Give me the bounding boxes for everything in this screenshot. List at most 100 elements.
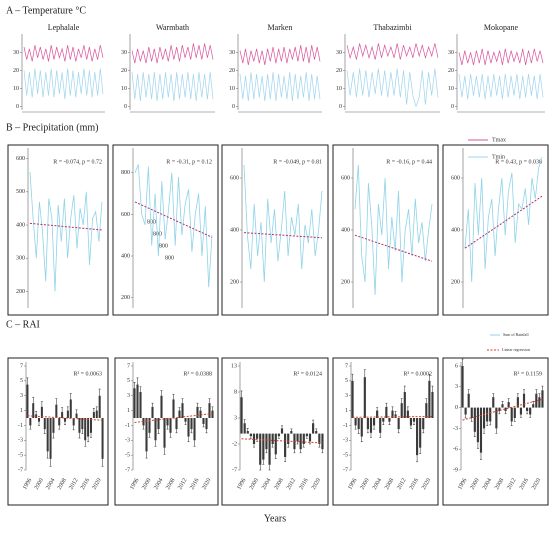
y-tick-label: 20 — [336, 68, 342, 74]
bar — [249, 433, 252, 437]
bar — [473, 407, 476, 432]
x-tick-label: 2012 — [286, 477, 297, 490]
y-tick-label: 20 — [121, 68, 127, 74]
data-line — [134, 164, 213, 288]
bar — [372, 418, 376, 426]
bar — [529, 407, 532, 415]
y-tick-label: -5 — [18, 453, 23, 459]
bar — [43, 418, 46, 430]
annotation: R = -0.074, p = 0.72 — [53, 159, 102, 165]
section-label: B – Precipitation (mm) — [6, 122, 99, 133]
bar — [133, 388, 136, 418]
bar — [403, 392, 406, 418]
bar — [32, 403, 35, 418]
bar — [467, 393, 470, 408]
bar — [199, 410, 202, 418]
y-tick-label: 0 — [232, 104, 235, 110]
y-tick-label: 7 — [127, 363, 130, 369]
trend-line — [29, 222, 103, 231]
bar — [382, 418, 385, 422]
y-tick-label: 30 — [229, 50, 235, 56]
y-tick-label: -5 — [125, 453, 130, 459]
y-tick-label: 600 — [121, 212, 130, 218]
x-tick-label: 2012 — [506, 477, 517, 490]
y-tick-label: 600 — [16, 156, 25, 162]
bar — [187, 418, 190, 437]
bar — [169, 418, 172, 433]
bar — [366, 418, 369, 430]
bar — [492, 397, 495, 408]
bar — [92, 412, 95, 418]
y-tick-label: -1 — [18, 423, 23, 429]
bar — [139, 392, 142, 418]
bar — [190, 418, 193, 430]
bar — [81, 418, 84, 430]
bar — [428, 380, 431, 418]
y-tick-label: -7 — [18, 467, 23, 473]
y-tick-label: 500 — [16, 189, 25, 195]
bar — [482, 407, 486, 429]
y-tick-label: 600 — [451, 175, 460, 181]
annotation: R² = 0.0388 — [183, 371, 212, 377]
y-tick-label: 200 — [230, 279, 239, 285]
trend-line — [241, 438, 323, 444]
x-tick-label: 2012 — [68, 477, 79, 490]
y-tick-label: 13 — [231, 363, 237, 369]
panel-title: Marken — [268, 23, 293, 32]
panel-frame — [7, 144, 109, 316]
x-tick-label: 2004 — [45, 477, 56, 490]
bar — [412, 418, 416, 422]
bar — [211, 410, 214, 418]
bar — [246, 431, 249, 434]
y-tick-label: 3 — [20, 393, 23, 399]
bar — [163, 418, 166, 448]
bar — [55, 404, 58, 418]
trend-line — [243, 232, 323, 239]
bar — [498, 407, 501, 412]
y-tick-label: 200 — [121, 295, 130, 301]
bar — [318, 433, 321, 444]
annotation: R² = 0.0124 — [293, 371, 322, 377]
note: 800 — [159, 243, 168, 249]
y-tick-label: -6 — [453, 447, 458, 453]
data-line — [243, 164, 323, 283]
data-line — [23, 68, 104, 100]
x-tick-label: 2000 — [34, 477, 45, 490]
y-tick-label: 10 — [336, 86, 342, 92]
bar — [262, 433, 265, 460]
bar — [357, 418, 360, 430]
annotation: R² = 0.0063 — [73, 371, 102, 377]
bar — [89, 418, 93, 433]
trend-line — [352, 416, 433, 418]
panel-frame — [112, 144, 219, 316]
bar — [136, 384, 139, 418]
y-tick-label: 10 — [448, 86, 454, 92]
y-tick-label: -5 — [343, 453, 348, 459]
bar — [302, 433, 305, 444]
data-line — [29, 171, 103, 292]
bar — [464, 407, 467, 415]
x-tick-label: 2016 — [519, 477, 530, 490]
bar — [400, 403, 403, 418]
annotation: R = 0.43, p = 0.038 — [495, 159, 542, 165]
y-tick-label: 1 — [20, 408, 23, 414]
bar — [277, 433, 280, 437]
y-tick-label: -9 — [453, 467, 458, 473]
bar — [63, 418, 67, 422]
y-tick-label: 600 — [230, 175, 239, 181]
annotation: R = -0.049, p = 0.81 — [273, 159, 322, 165]
y-tick-label: 200 — [341, 279, 350, 285]
y-tick-label: -2 — [232, 441, 237, 447]
bar — [385, 406, 388, 418]
bar — [391, 410, 394, 418]
bar — [256, 433, 259, 439]
y-tick-label: 400 — [16, 222, 25, 228]
panel-frame — [332, 144, 439, 316]
bar — [196, 406, 199, 418]
bar — [312, 423, 315, 434]
bar — [419, 418, 422, 448]
bar — [26, 384, 29, 418]
bar — [148, 418, 151, 433]
bar — [184, 418, 187, 422]
